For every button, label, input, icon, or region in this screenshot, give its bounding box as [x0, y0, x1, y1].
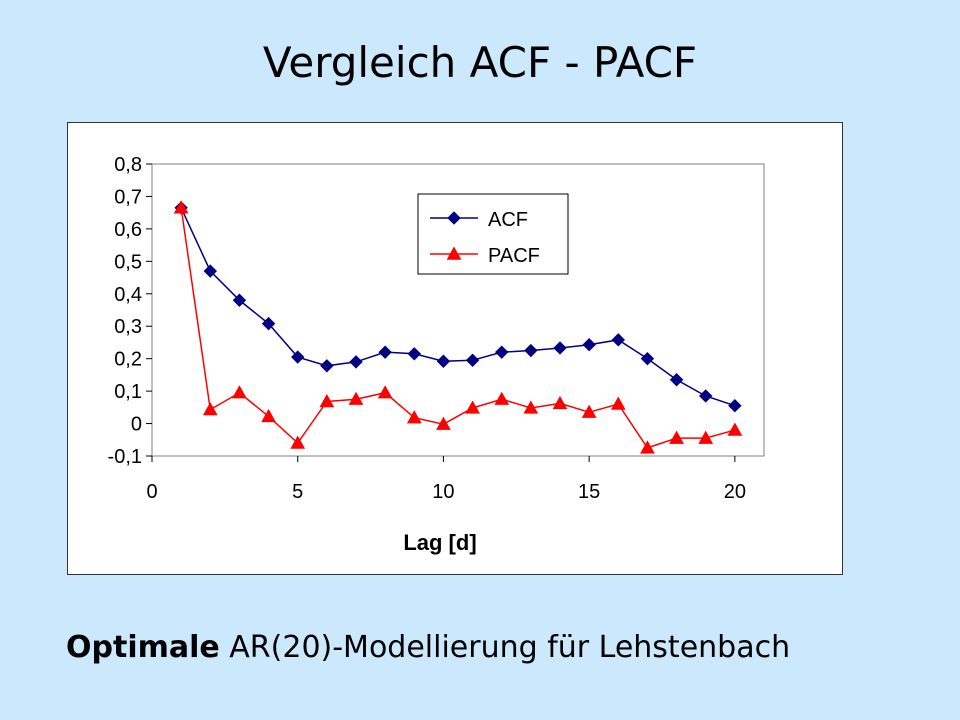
acf-point	[349, 355, 363, 369]
x-tick-label: 15	[578, 481, 600, 503]
pacf-point	[523, 400, 539, 414]
pacf-point	[173, 200, 189, 214]
x-axis-label: Lag [d]	[403, 530, 476, 555]
acf-point	[728, 399, 742, 413]
acf-pacf-chart: -0,100,10,20,30,40,50,60,70,8 0 5 10 15 20 L…	[108, 154, 765, 555]
y-tick-label: 0,1	[114, 381, 142, 403]
x-tick-label: 0	[146, 481, 157, 503]
acf-point	[447, 211, 461, 225]
series-layer	[173, 200, 743, 454]
pacf-point	[202, 402, 218, 416]
acf-point	[524, 343, 538, 358]
slide-caption: Optimale AR(20)-Modellierung für Lehsten…	[66, 630, 790, 665]
legend-label-pacf: PACF	[488, 245, 540, 267]
acf-point	[291, 350, 305, 364]
pacf-point	[640, 440, 655, 454]
pacf-point	[348, 391, 364, 405]
pacf-point	[436, 416, 451, 430]
pacf-point	[552, 395, 568, 410]
pacf-point	[406, 410, 422, 424]
pacf-point	[232, 385, 247, 399]
pacf-point	[494, 391, 510, 405]
x-tick-label: 5	[292, 481, 303, 503]
acf-point	[699, 389, 713, 403]
pacf-point	[290, 435, 306, 449]
acf-point	[261, 316, 276, 331]
acf-point	[407, 347, 421, 361]
acf-point	[378, 345, 392, 359]
y-axis: -0,1 0 0,1 0,2 0,3 0,4 0,5 0,6 0,7 0,8	[108, 154, 152, 468]
pacf-point	[377, 385, 393, 399]
pacf-series	[173, 200, 743, 454]
acf-point	[582, 338, 596, 352]
x-axis: 0 5 10 15 20	[146, 456, 746, 503]
acf-point	[232, 293, 247, 307]
y-tick-label: 0	[131, 414, 142, 436]
pacf-point	[446, 246, 462, 260]
y-tick-label: 0,5	[114, 251, 142, 273]
legend-entry-pacf: PACF	[430, 245, 540, 267]
x-tick-label: 10	[432, 481, 454, 503]
pacf-point	[465, 400, 480, 414]
legend-entry-acf: ACF	[430, 209, 528, 231]
acf-line	[180, 207, 736, 407]
pacf-point	[261, 408, 276, 423]
x-tick-label: 20	[724, 481, 746, 503]
acf-point	[465, 353, 480, 367]
caption-bold: Optimale	[66, 630, 220, 665]
pacf-point	[581, 404, 597, 418]
pacf-point	[698, 430, 714, 444]
acf-point	[203, 264, 217, 278]
caption-rest: AR(20)-Modellierung für Lehstenbach	[219, 630, 791, 665]
acf-point	[669, 373, 684, 387]
y-tick-label: 0,6	[114, 219, 142, 241]
y-tick-label: -0,1	[108, 446, 142, 468]
y-tick-label: 0,7	[114, 186, 142, 208]
acf-point	[495, 345, 509, 359]
pacf-point	[319, 393, 335, 408]
acf-point	[611, 333, 625, 347]
chart-legend: ACF PACF	[417, 193, 569, 275]
y-tick-label: 0,8	[114, 154, 142, 176]
legend-label-acf: ACF	[488, 209, 528, 231]
pacf-point	[669, 430, 684, 444]
y-tick-label: 0,2	[114, 349, 142, 371]
acf-point	[436, 354, 451, 368]
pacf-point	[610, 396, 626, 410]
chart-frame: -0,1 0 0,1 0,2 0,3 0,4 0,5 0,6 0,7 0,8 0 5 10 15 20 L…	[67, 122, 843, 575]
y-tick-label: 0,3	[114, 316, 142, 338]
legend-box	[417, 193, 569, 275]
acf-series	[174, 201, 742, 413]
slide-title: Vergleich ACF - PACF	[262, 38, 698, 87]
y-tick-label: 0,4	[114, 284, 142, 306]
pacf-point	[727, 422, 743, 436]
acf-point	[640, 351, 655, 366]
acf-point	[320, 359, 334, 373]
acf-point	[553, 341, 567, 355]
